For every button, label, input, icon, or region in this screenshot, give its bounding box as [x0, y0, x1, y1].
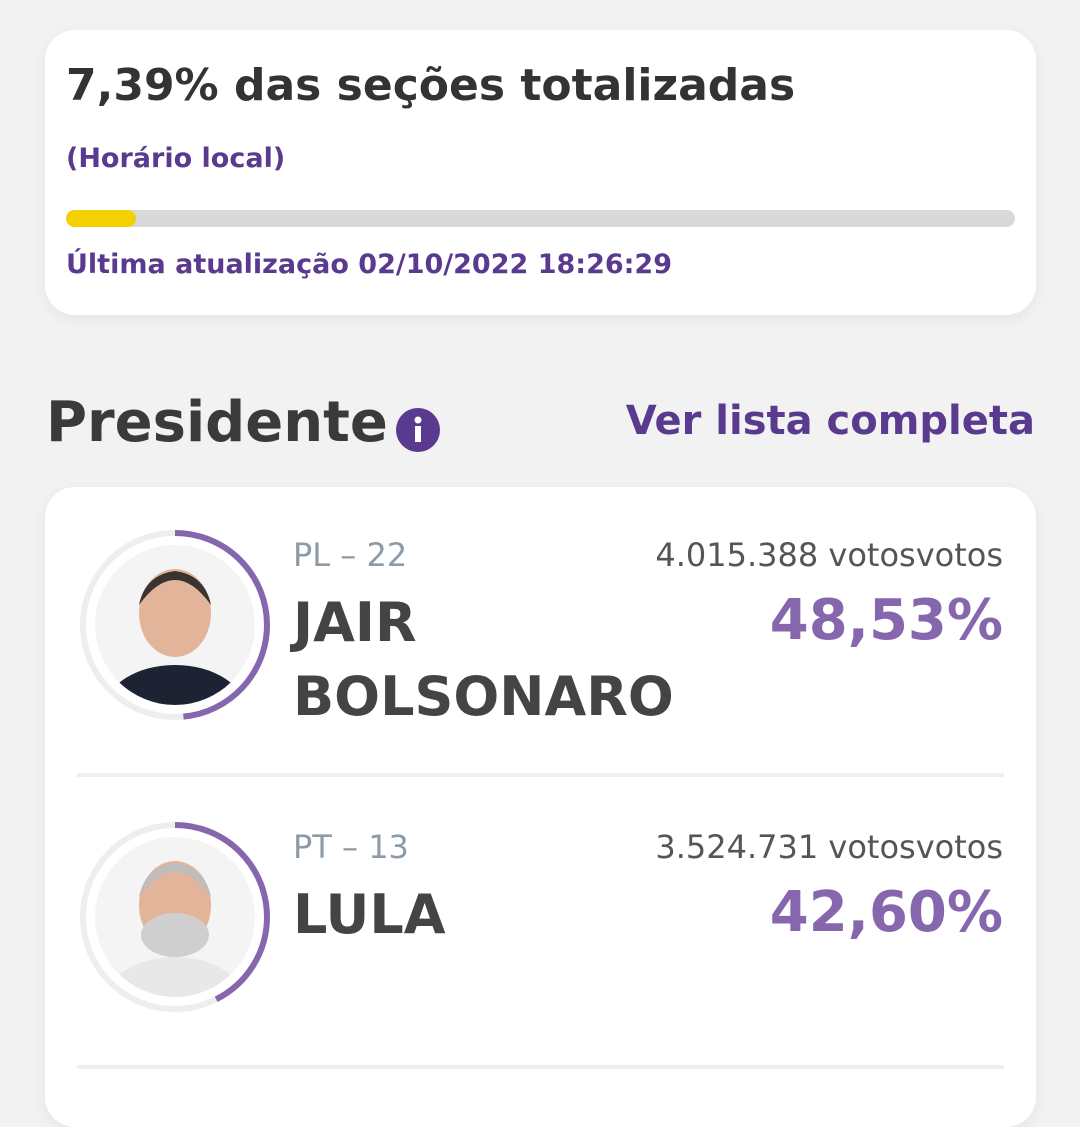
- candidate-name: LULA: [293, 883, 446, 946]
- share-arc: [80, 822, 270, 1012]
- share-label: 48,53%: [769, 588, 1003, 653]
- party: PL – 22: [293, 536, 408, 574]
- subtitle: (Horário local): [66, 143, 286, 174]
- divider: [77, 1065, 1004, 1069]
- progress-bar: [66, 210, 137, 227]
- share-arc: [80, 530, 270, 720]
- progress-track: [66, 210, 1015, 227]
- status-card: 7,39% das seções totalizadas (Horário lo…: [45, 30, 1036, 315]
- info-icon[interactable]: [396, 408, 440, 452]
- candidate-photo: [95, 837, 255, 997]
- page: 7,39% das seções totalizadas (Horário lo…: [45, 30, 1036, 1127]
- divider: [77, 773, 1004, 777]
- party: PT – 13: [293, 828, 409, 866]
- candidate-photo: [95, 545, 255, 705]
- votes: 3.524.731 votosvotos: [655, 828, 1003, 866]
- list-link[interactable]: Ver lista completa: [625, 398, 1035, 444]
- status-title: 7,39% das seções totalizadas: [66, 60, 796, 111]
- candidate-name: JAIR BOLSONARO: [293, 591, 674, 728]
- share-label: 42,60%: [769, 880, 1003, 945]
- candidate-ring: [80, 530, 270, 720]
- candidate-ring: [80, 822, 270, 1012]
- votes: 4.015.388 votosvotos: [655, 536, 1003, 574]
- section-title: Presidente: [46, 390, 388, 455]
- last-update: Última atualização 02/10/2022 18:26:29: [66, 249, 673, 280]
